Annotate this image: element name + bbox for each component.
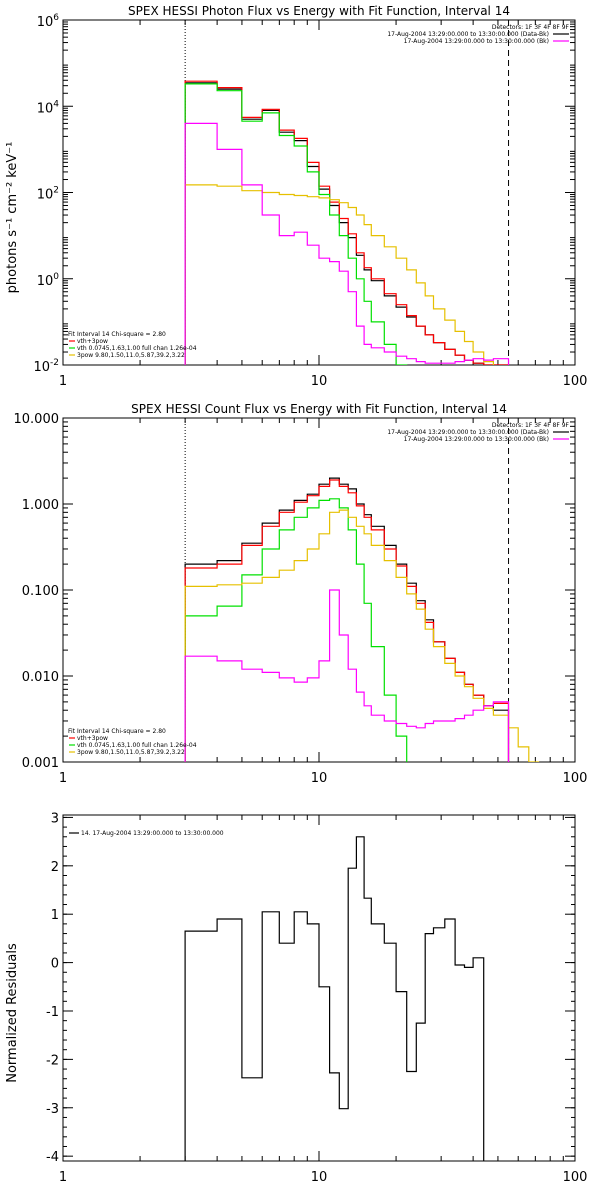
legend-entry: 14. 17-Aug-2004 13:29:00.000 to 13:30:00…: [81, 830, 224, 837]
series-line: [184, 836, 485, 1161]
y-tick-label: 0.100: [22, 584, 59, 599]
y-axis-label: photons s⁻¹ cm⁻² keV⁻¹: [5, 142, 20, 294]
legend-entry: vth+3pow: [77, 735, 108, 742]
x-tick-label: 1: [59, 1170, 67, 1185]
series-line: [184, 184, 494, 365]
x-tick-label: 100: [563, 1170, 588, 1185]
y-tick-label: 10-2: [33, 358, 59, 375]
series-line: [184, 82, 510, 365]
y-tick-label: 0.010: [22, 670, 59, 685]
y-tick-label: 0: [51, 957, 59, 972]
series-group: [184, 80, 510, 365]
chart-title: SPEX HESSI Photon Flux vs Energy with Fi…: [128, 4, 510, 18]
y-tick-label: -2: [46, 1053, 59, 1068]
x-tick-label: 10: [311, 771, 328, 786]
x-tick-label: 100: [563, 771, 588, 786]
y-tick-label: -3: [46, 1102, 59, 1117]
y-tick-label: 106: [37, 13, 60, 30]
y-tick-label: 102: [37, 186, 59, 203]
x-tick-label: 1: [59, 374, 67, 389]
residuals-chart: 1 10 100 -4 -3 -2 -1 0 1 2 3 Normalized Residuals 14…: [5, 811, 587, 1185]
series-line: [184, 122, 510, 365]
x-tick-label: 100: [563, 374, 588, 389]
legend-entry: Detectors: 1F 3F 4F 8F 9F: [492, 24, 570, 31]
y-tick-label: 100: [37, 272, 60, 289]
legend-entry: Fit Interval 14 Chi-square = 2.80: [68, 331, 166, 338]
y-tick-label: 3: [51, 811, 59, 826]
plot-frame: [62, 814, 576, 1162]
legend-entry: 17-Aug-2004 13:29:00.000 to 13:30:00.000…: [387, 31, 549, 38]
series-line: [184, 479, 510, 762]
series-line: [184, 589, 510, 762]
legend-entry: vth+3pow: [77, 338, 108, 345]
y-tick-label: 10.000: [14, 412, 60, 427]
x-tick-label: 10: [311, 1170, 328, 1185]
y-tick-label: -4: [46, 1150, 59, 1165]
legend-entry: 3pow 9.80,1.50,11.0,5.87,39.2,3.22: [77, 352, 185, 359]
chart-title: SPEX HESSI Count Flux vs Energy with Fit…: [131, 402, 507, 416]
y-tick-label: 1: [51, 908, 59, 923]
legend-entry: vth 0.0745,1.63,1.00 full chan 1.26e-04: [77, 742, 197, 749]
photon-flux-chart: SPEX HESSI Photon Flux vs Energy with Fi…: [5, 4, 587, 389]
series-line: [184, 83, 408, 365]
legend-entry: Detectors: 1F 3F 4F 8F 9F: [492, 422, 570, 429]
y-axis-label: Normalized Residuals: [5, 943, 20, 1083]
x-tick-label: 1: [59, 771, 67, 786]
count-flux-chart: SPEX HESSI Count Flux vs Energy with Fit…: [14, 402, 588, 786]
legend-entry: 17-Aug-2004 13:29:00.000 to 13:30:00.000…: [404, 436, 549, 443]
series-group: [184, 836, 485, 1161]
legend-entry: vth 0.0745,1.63,1.00 full chan 1.26e-04: [77, 345, 197, 352]
series-line: [184, 80, 510, 365]
series-group: [184, 477, 540, 762]
series-line: [184, 509, 540, 762]
series-line: [184, 477, 510, 762]
y-tick-label: 0.001: [22, 756, 59, 771]
y-tick-label: 2: [51, 860, 59, 875]
legend-entry: 3pow 9.80,1.50,11.0,5.87,39.2,3.22: [77, 749, 185, 756]
y-tick-label: 104: [37, 99, 60, 116]
legend-entry: 17-Aug-2004 13:29:00.000 to 13:30:00.000…: [404, 38, 549, 45]
y-tick-label: -1: [46, 1005, 59, 1020]
y-tick-label: 1.000: [22, 498, 59, 513]
series-line: [184, 498, 408, 762]
legend-entry: Fit Interval 14 Chi-square = 2.80: [68, 728, 166, 735]
x-tick-label: 10: [311, 374, 328, 389]
legend-entry: 17-Aug-2004 13:29:00.000 to 13:30:00.000…: [387, 429, 549, 436]
